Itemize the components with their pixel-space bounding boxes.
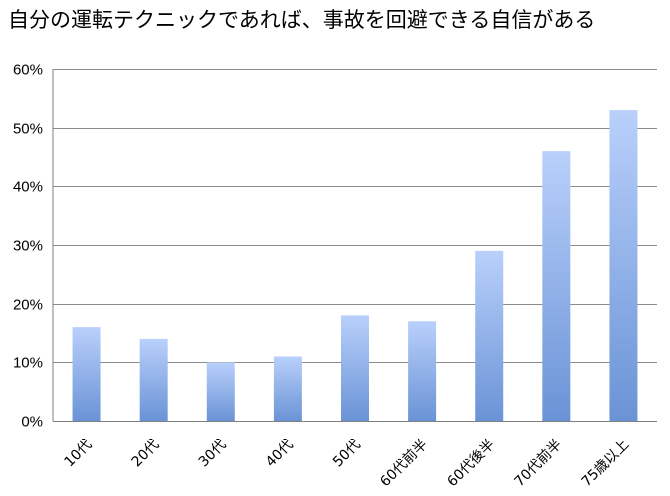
bars bbox=[72, 110, 638, 422]
y-tick-label: 0% bbox=[21, 414, 43, 431]
y-tick-label: 40% bbox=[13, 179, 43, 196]
bar bbox=[475, 250, 504, 421]
bar bbox=[341, 315, 369, 421]
y-tick-label: 60% bbox=[13, 62, 43, 79]
x-tick-label: 40代 bbox=[263, 437, 297, 471]
x-tick-label: 10代 bbox=[62, 437, 96, 471]
x-tick-label: 30代 bbox=[196, 437, 230, 471]
bar bbox=[542, 151, 571, 421]
bar bbox=[206, 362, 235, 421]
axes bbox=[52, 69, 657, 422]
x-tick-label: 60代前半 bbox=[377, 436, 431, 490]
bar bbox=[273, 356, 302, 421]
y-axis-ticks: 0% 10% 20% 30% 40% 50% 60% bbox=[13, 62, 43, 431]
y-tick-label: 50% bbox=[13, 121, 43, 138]
y-tick-label: 20% bbox=[13, 297, 43, 314]
y-tick-label: 30% bbox=[13, 238, 43, 255]
x-tick-label: 50代 bbox=[330, 437, 364, 471]
y-tick-label: 10% bbox=[13, 355, 43, 372]
bar bbox=[139, 338, 168, 421]
bar bbox=[408, 321, 437, 421]
x-tick-label: 75歳以上 bbox=[579, 437, 633, 491]
bar bbox=[72, 327, 101, 421]
x-tick-label: 70代前半 bbox=[511, 436, 565, 490]
x-tick-label: 20代 bbox=[129, 437, 163, 471]
x-axis-labels: 10代 20代 30代 40代 50代 60代前半 60代後半 70代前半 75歳以上 bbox=[62, 436, 633, 490]
x-tick-label: 60代後半 bbox=[444, 437, 498, 491]
bar bbox=[609, 110, 638, 422]
chart-title: 自分の運転テクニックであれば、事故を回避できる自信がある bbox=[8, 8, 596, 32]
